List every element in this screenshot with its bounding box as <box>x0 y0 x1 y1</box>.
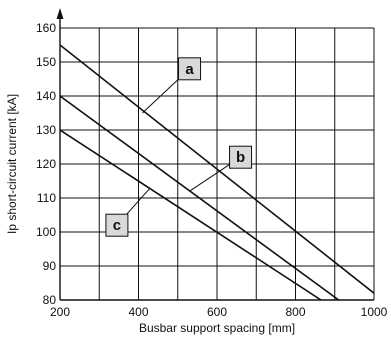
x-tick-label: 600 <box>207 305 227 319</box>
annotation-label-a: a <box>185 61 194 78</box>
x-tick-label: 1000 <box>361 305 388 319</box>
y-tick-label: 100 <box>36 225 56 239</box>
series-annotations: a b c <box>105 57 253 237</box>
y-tick-label: 90 <box>43 259 57 273</box>
annotation-box-c <box>105 213 129 237</box>
y-tick-label: 160 <box>36 21 56 35</box>
x-axis-title: Busbar support spacing [mm] <box>139 321 295 335</box>
y-axis-arrow <box>56 8 64 19</box>
annotation-label-c: c <box>113 217 121 234</box>
y-tick-label: 120 <box>36 157 56 171</box>
annotation-box-a <box>178 57 202 81</box>
x-tick-label: 800 <box>285 305 305 319</box>
series-line-a <box>60 44 374 294</box>
x-tick-label: 200 <box>50 305 70 319</box>
tick-labels: 200 400 600 800 1000 80 90 100 110 120 130 140 150 16… <box>36 21 388 319</box>
y-tick-label: 150 <box>36 55 56 69</box>
series-line-b <box>60 95 340 300</box>
y-axis-title: Ip short-circuit current [kA] <box>5 94 19 234</box>
y-tick-label: 130 <box>36 123 56 137</box>
y-tick-label: 140 <box>36 89 56 103</box>
annotation-box-b <box>229 145 253 169</box>
annotation-label-b: b <box>236 149 245 166</box>
series-lines <box>60 44 374 300</box>
x-tick-label: 400 <box>128 305 148 319</box>
series-line-c <box>60 129 322 300</box>
y-tick-label: 80 <box>43 293 57 307</box>
y-tick-label: 110 <box>37 191 56 205</box>
axes <box>56 8 374 301</box>
grid <box>60 27 375 300</box>
